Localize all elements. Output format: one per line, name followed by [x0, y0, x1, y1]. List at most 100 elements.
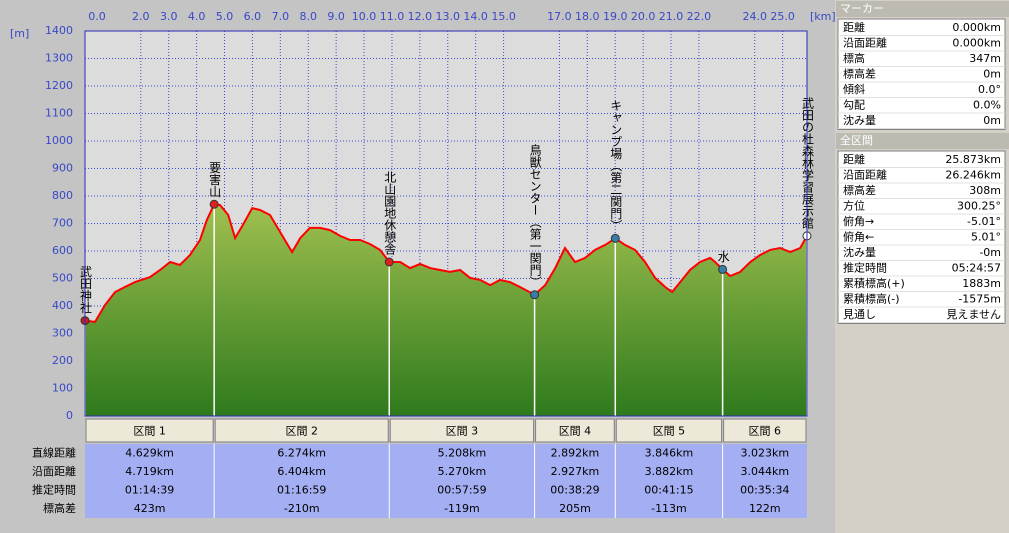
panel-key: 累積標高(-): [843, 291, 900, 305]
section-header: [214, 418, 389, 443]
marker: [718, 264, 728, 274]
section-cell: 205m: [559, 502, 591, 515]
panel-value: 347m: [969, 52, 1001, 65]
x-tick-label: 22.0: [687, 10, 712, 23]
panel-title: マーカー: [840, 2, 884, 15]
x-tick-label: 4.0: [188, 10, 206, 23]
x-tick-label: 20.0: [631, 10, 656, 23]
section-cell: 00:38:29: [550, 483, 599, 496]
section-cell: 00:41:15: [644, 483, 693, 496]
panel-key: 勾配: [843, 98, 865, 111]
panel-value: 0.000km: [952, 36, 1001, 49]
marker: [209, 199, 219, 209]
panel-body: [837, 18, 1006, 130]
section-cell: 00:35:34: [740, 483, 789, 496]
section-header-label: 区間 4: [559, 425, 592, 438]
panel-value: 1883m: [962, 277, 1001, 290]
y-tick-label: 700: [52, 217, 73, 230]
section-cell: 5.208km: [438, 446, 487, 459]
panel-key: 標高差: [843, 66, 876, 80]
section-header-label: 区間 1: [133, 425, 166, 438]
y-tick-label: 200: [52, 354, 73, 367]
section-cell: -119m: [444, 502, 480, 515]
panel-key: 標高: [843, 51, 865, 65]
panel-value: 300.25°: [957, 199, 1001, 212]
x-tick-label: 7.0: [272, 10, 290, 23]
panel-value: 5.01°: [971, 230, 1001, 243]
profile-line: [84, 203, 808, 323]
section-cell: 4.629km: [125, 446, 174, 459]
x-tick-label: 11.0: [380, 10, 405, 23]
x-tick-label: 19.0: [603, 10, 628, 23]
panel-key: 推定時間: [843, 260, 887, 274]
panel-value: 0m: [983, 67, 1001, 80]
panel-key: 距離: [843, 152, 865, 166]
section-cell: 6.274km: [277, 446, 326, 459]
y-tick-label: 900: [52, 162, 73, 175]
section-header: [615, 418, 723, 443]
x-tick-label: 9.0: [327, 10, 345, 23]
panel-key: 沈み量: [843, 113, 876, 127]
row-label: 沿面距離: [32, 464, 76, 478]
panel-value: 308m: [969, 184, 1001, 197]
section-cell: 423m: [134, 502, 166, 515]
y-tick-label: 0: [66, 409, 73, 422]
panel-header: [836, 1, 1009, 17]
section-cell: 3.882km: [645, 465, 694, 478]
section-cell: 6.404km: [277, 465, 326, 478]
row-label: 標高差: [43, 501, 76, 515]
panel-value: 25.873km: [945, 153, 1001, 166]
x-axis-label: [km]: [810, 10, 836, 23]
x-tick-label: 2.0: [132, 10, 150, 23]
x-tick-label: 3.0: [160, 10, 178, 23]
section-cell: -210m: [284, 502, 320, 515]
panel-value: 05:24:57: [952, 261, 1001, 274]
section-header-label: 区間 2: [285, 425, 318, 438]
x-tick-label: 25.0: [770, 10, 795, 23]
x-tick-label: 12.0: [408, 10, 433, 23]
area-fill: [85, 204, 807, 416]
x-tick-label: 15.0: [491, 10, 516, 23]
section-cell: 122m: [749, 502, 781, 515]
panel-value: 0.000km: [952, 21, 1001, 34]
table-body: [85, 444, 807, 518]
x-tick-label: 18.0: [575, 10, 600, 23]
panel-header: [836, 133, 1009, 149]
x-tick-label: 14.0: [463, 10, 488, 23]
section-header-label: 区間 6: [749, 425, 782, 438]
panel-value: -5.01°: [967, 215, 1001, 228]
panel-value: 見えません: [946, 308, 1001, 321]
y-tick-label: 1100: [45, 107, 73, 120]
y-tick-label: 1000: [45, 134, 73, 147]
marker: [530, 290, 540, 300]
panel-key: 標高差: [843, 183, 876, 197]
section-cell: 3.846km: [645, 446, 694, 459]
y-tick-label: 100: [52, 382, 73, 395]
row-label: 直線距離: [32, 445, 76, 459]
section-header: [535, 418, 615, 443]
marker-label: 北山園地休憩舎: [383, 171, 397, 256]
panel-value: 0.0°: [978, 83, 1001, 96]
section-cell: 5.270km: [438, 465, 487, 478]
x-tick-label: 0.0: [88, 10, 106, 23]
section-cell: 4.719km: [125, 465, 174, 478]
y-tick-label: 400: [52, 299, 73, 312]
panel-key: 方位: [843, 198, 865, 212]
plot-border: [84, 30, 808, 417]
section-header: [389, 418, 535, 443]
panel-value: 0.0%: [973, 98, 1001, 111]
panel-key: 沿面距離: [843, 167, 887, 181]
section-header: [723, 418, 807, 443]
panel-key: 傾斜: [843, 82, 865, 96]
x-tick-label: 5.0: [216, 10, 234, 23]
section-cell: 3.044km: [741, 465, 790, 478]
section-cell: 3.023km: [741, 446, 790, 459]
row-label: 推定時間: [32, 482, 76, 496]
y-tick-label: 600: [52, 244, 73, 257]
section-header: [85, 418, 214, 443]
section-cell: 2.892km: [551, 446, 600, 459]
marker-label: キャンプ場（第二関門）: [609, 99, 623, 231]
x-tick-label: 8.0: [299, 10, 317, 23]
x-tick-label: 10.0: [352, 10, 377, 23]
